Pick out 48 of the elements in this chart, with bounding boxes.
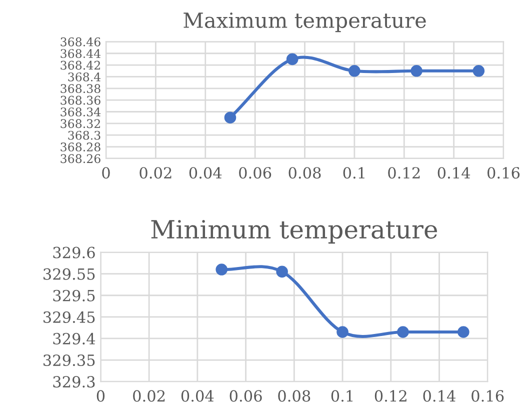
x-tick-label: 0.14: [438, 167, 470, 179]
y-tick-label: 368.26: [60, 154, 100, 164]
y-tick-label: 368.46: [60, 37, 100, 46]
y-tick-label: 329.35: [44, 354, 95, 366]
y-tick-label: 329.6: [53, 246, 95, 258]
point: [216, 264, 228, 276]
x-tick-label: 0.04: [189, 167, 222, 179]
y-tick-label: 368.32: [60, 119, 100, 128]
x-tick-label: 0.16: [472, 390, 504, 402]
x-tick-label: 0.06: [239, 167, 272, 179]
x-tick-label: 0.14: [423, 390, 456, 402]
y-tick-label: 329.55: [44, 268, 95, 280]
x-tick-label: 0.08: [288, 167, 321, 179]
y-tick-label: 368.3: [68, 130, 100, 140]
y-tick-label: 368.36: [60, 96, 100, 105]
y-tick-label: 368.4: [68, 72, 101, 82]
y-tick-label: 329.45: [44, 311, 95, 323]
y-tick-label: 329.5: [53, 290, 95, 302]
point: [224, 112, 236, 124]
point: [336, 326, 348, 338]
point: [458, 326, 470, 338]
y-tick-label: 368.44: [60, 49, 101, 58]
x-tick-label: 0.06: [230, 390, 262, 402]
x-tick-label: 0.12: [388, 167, 420, 179]
x-tick-label: 0.16: [488, 167, 520, 179]
chart-title: Maximum temperature: [184, 12, 426, 32]
point: [472, 64, 485, 77]
point: [397, 326, 409, 338]
x-tick-label: 0.08: [278, 390, 310, 402]
x-tick-label: 0.12: [374, 390, 406, 402]
y-tick-label: 329.3: [53, 376, 95, 388]
y-tick-label: 368.42: [60, 60, 100, 70]
x-tick-label: 0.02: [133, 390, 165, 402]
x-tick-label: 0.1: [343, 167, 364, 179]
x-tick-label: 0.1: [331, 390, 352, 402]
x-tick-label: 0.04: [181, 390, 214, 402]
x-tick-label: 0.02: [140, 167, 172, 179]
point: [410, 64, 422, 77]
point: [276, 266, 288, 278]
x-tick-label: 0: [102, 167, 110, 179]
point: [348, 64, 360, 77]
y-tick-label: 368.28: [60, 142, 100, 152]
x-tick-label: 0: [96, 390, 105, 402]
y-tick-label: 368.34: [60, 107, 101, 116]
point: [286, 53, 298, 66]
chart-title: Minimum temperature: [151, 220, 438, 244]
y-tick-label: 368.38: [60, 84, 100, 94]
y-tick-label: 329.4: [53, 332, 96, 344]
